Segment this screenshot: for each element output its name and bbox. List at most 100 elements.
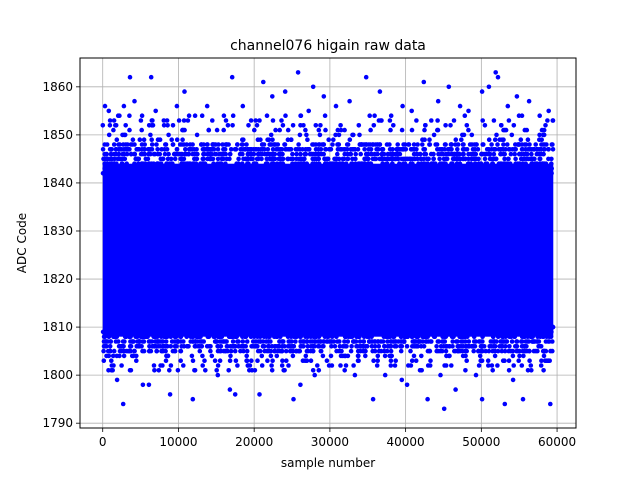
data-point: [238, 348, 243, 354]
data-point: [132, 329, 138, 335]
outlier-point: [435, 98, 441, 104]
data-point: [217, 166, 222, 171]
data-point: [376, 166, 382, 171]
data-point: [163, 142, 168, 147]
data-point: [506, 156, 511, 162]
data-point: [484, 320, 489, 325]
data-point: [206, 324, 211, 330]
data-point: [210, 118, 215, 123]
data-point: [363, 353, 368, 359]
data-point: [530, 156, 535, 162]
data-point: [522, 348, 528, 354]
data-point: [321, 151, 327, 157]
data-point: [333, 156, 339, 162]
data-point: [104, 324, 109, 330]
data-point: [461, 324, 467, 330]
data-point: [109, 320, 115, 325]
data-point: [221, 156, 226, 162]
data-point: [316, 324, 321, 330]
data-point: [347, 137, 353, 142]
data-point: [185, 118, 191, 123]
data-point: [517, 353, 522, 359]
data-point: [272, 329, 278, 335]
data-point: [237, 151, 243, 157]
outlier-point: [382, 372, 388, 378]
data-point: [125, 320, 130, 325]
data-point: [105, 161, 110, 166]
data-point: [434, 142, 440, 147]
data-point: [290, 161, 295, 166]
data-point: [240, 142, 245, 147]
data-point: [400, 339, 406, 344]
data-point: [431, 132, 437, 138]
data-point: [209, 353, 215, 359]
data-point: [400, 324, 406, 330]
data-point: [146, 147, 152, 152]
data-point: [338, 123, 343, 128]
data-point: [424, 166, 430, 171]
data-point: [336, 142, 341, 147]
data-point: [258, 147, 264, 152]
data-point: [295, 324, 301, 330]
data-point: [267, 320, 272, 325]
data-point: [148, 348, 154, 354]
data-point: [543, 339, 549, 344]
data-point: [189, 353, 195, 359]
data-point: [161, 118, 167, 123]
data-point: [325, 156, 331, 162]
data-point: [270, 147, 276, 152]
outlier-point: [240, 103, 246, 109]
data-point: [211, 161, 216, 166]
data-point: [218, 329, 224, 335]
outlier-point: [182, 89, 187, 94]
data-point: [506, 348, 512, 354]
data-point: [381, 151, 387, 157]
data-point: [476, 329, 482, 335]
data-point: [134, 147, 139, 152]
plot-frame: [79, 57, 577, 429]
data-point: [235, 142, 240, 147]
data-point: [512, 334, 518, 340]
data-point: [500, 329, 505, 335]
data-point: [503, 147, 508, 152]
data-point: [499, 339, 504, 344]
y-tick-label: 1850: [42, 128, 73, 142]
x-tick-label: 10000: [159, 435, 197, 449]
data-point: [249, 358, 254, 364]
outlier-point: [520, 396, 526, 402]
outlier-point: [139, 113, 145, 118]
data-point: [235, 329, 241, 335]
data-point: [213, 339, 219, 344]
data-point: [273, 344, 279, 349]
data-point: [531, 339, 536, 344]
data-point: [304, 348, 310, 354]
data-point: [280, 358, 285, 364]
data-point: [114, 353, 120, 359]
data-point: [453, 137, 459, 142]
data-point: [271, 156, 277, 162]
data-point: [542, 142, 547, 147]
data-point: [322, 113, 328, 118]
data-point: [153, 171, 159, 176]
data-point: [216, 320, 221, 325]
data-point: [414, 118, 419, 123]
data-point: [466, 156, 471, 162]
data-point: [298, 113, 303, 118]
data-point: [226, 368, 231, 373]
data-point: [329, 334, 335, 340]
data-point: [316, 151, 321, 157]
data-point: [275, 147, 281, 152]
data-point: [509, 339, 515, 344]
data-point: [427, 137, 432, 142]
data-point: [181, 339, 186, 344]
data-point: [232, 334, 238, 340]
data-point: [490, 368, 496, 373]
data-point: [408, 348, 413, 354]
data-point: [253, 161, 259, 166]
data-point: [245, 147, 250, 152]
data-point: [148, 132, 153, 138]
data-point: [105, 339, 110, 344]
data-point: [178, 348, 183, 354]
data-point: [470, 344, 476, 349]
data-point: [310, 339, 315, 344]
